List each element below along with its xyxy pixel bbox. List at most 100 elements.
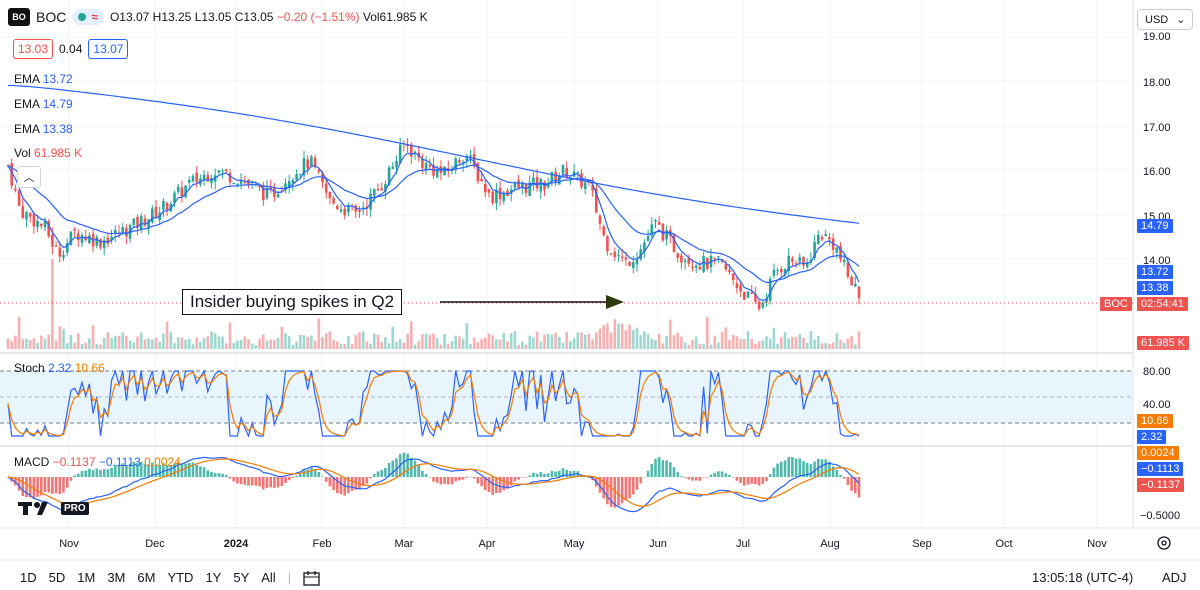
volume-price-label: 61.985 K xyxy=(1137,336,1190,350)
price-axis-label: 17.00 xyxy=(1143,122,1171,134)
macd-legend[interactable]: MACD −0.1137 −0.1113 0.0024 xyxy=(14,455,181,469)
time-axis-label: Dec xyxy=(145,538,165,550)
chart-header: BO BOC ≈ O13.07 H13.25 L13.05 C13.05 −0.… xyxy=(8,8,428,26)
stoch-k-price-label: 2.32 xyxy=(1137,430,1167,444)
collapse-legend-button[interactable]: ︿ xyxy=(17,166,41,188)
macd-signal-price-label: −0.1113 xyxy=(1137,462,1184,476)
stoch-axis-label: 80.00 xyxy=(1143,366,1171,378)
timeframe-5y[interactable]: 5Y xyxy=(233,570,250,585)
ema-value: 14.79 xyxy=(42,97,73,111)
timeframe-6m[interactable]: 6M xyxy=(137,570,156,585)
low-value: L13.05 xyxy=(194,10,232,24)
time-axis-label: Jul xyxy=(736,538,750,550)
clock[interactable]: 13:05:18 (UTC-4) xyxy=(1032,570,1134,585)
macd-hist-price-label: 0.0024 xyxy=(1137,446,1179,460)
vol-value: 61.985 K xyxy=(34,146,83,160)
toolbar-separator: | xyxy=(287,570,292,585)
stoch-d-line xyxy=(7,370,860,437)
time-axis-label: Feb xyxy=(313,538,332,550)
macd-label: MACD xyxy=(14,455,50,469)
time-axis-label: 2024 xyxy=(224,538,249,550)
time-axis-label: Aug xyxy=(820,538,840,550)
timeframe-all[interactable]: All xyxy=(261,570,276,585)
macd-line xyxy=(7,456,860,513)
timeframe-1m[interactable]: 1M xyxy=(77,570,96,585)
ema-mid-price-label: 13.72 xyxy=(1137,265,1173,279)
macd-line-price-label: −0.1137 xyxy=(1137,478,1185,492)
macd-value: −0.1137 xyxy=(52,455,96,469)
tv-logo-icon xyxy=(18,502,48,515)
ema-value: 13.72 xyxy=(42,72,73,86)
stoch-k-value: 2.32 xyxy=(48,361,72,375)
ema-short-price-label: 13.38 xyxy=(1137,281,1173,295)
open-value: O13.07 xyxy=(109,10,150,24)
symbol-name[interactable]: BOC xyxy=(36,9,67,25)
time-axis-label: May xyxy=(564,538,585,550)
ema-value: 13.38 xyxy=(42,122,73,136)
gear-icon[interactable] xyxy=(1157,536,1171,550)
price-axis-label: 18.00 xyxy=(1143,77,1171,89)
stoch-label: Stoch xyxy=(14,361,45,375)
timeframe-1y[interactable]: 1Y xyxy=(205,570,222,585)
price-axis-label: 14.00 xyxy=(1143,255,1171,267)
ema-legend-2[interactable]: EMA 14.79 xyxy=(14,97,73,111)
ema-label: EMA xyxy=(14,97,40,111)
timeframe-bar: 1D 5D 1M 3M 6M YTD 1Y 5Y All | xyxy=(20,570,321,589)
macd-signal-line xyxy=(7,458,860,507)
time-axis-label: Nov xyxy=(1087,538,1107,550)
grid-lines xyxy=(0,0,1133,528)
tradingview-logo[interactable]: PRO xyxy=(18,500,89,516)
close-value: C13.05 xyxy=(234,10,274,24)
ema-long-price-label: 14.79 xyxy=(1137,219,1173,233)
ema-label: EMA xyxy=(14,122,40,136)
calendar-icon[interactable] xyxy=(303,570,321,589)
timeframe-ytd[interactable]: YTD xyxy=(167,570,194,585)
wave-icon: ≈ xyxy=(91,10,98,24)
stoch-axis-label: 40.00 xyxy=(1143,399,1171,411)
timeframe-3m[interactable]: 3M xyxy=(107,570,126,585)
ema-legend-3[interactable]: EMA 13.38 xyxy=(14,122,73,136)
macd-histogram xyxy=(6,452,861,508)
vol-label: Vol xyxy=(14,146,31,160)
volume-bars xyxy=(6,259,861,349)
stoch-k-line xyxy=(7,369,860,438)
timeframe-1d[interactable]: 1D xyxy=(20,570,37,585)
volume-value: Vol61.985 K xyxy=(362,10,428,24)
bar-countdown: 02:54:41 xyxy=(1137,297,1188,311)
timeframe-5d[interactable]: 5D xyxy=(48,570,66,585)
ema-short-line xyxy=(7,152,860,301)
macd-hist-value: 0.0024 xyxy=(144,455,181,469)
bid-ask: 13.03 0.04 13.07 xyxy=(13,39,129,59)
market-open-icon xyxy=(78,13,87,21)
chevron-down-icon: ⌄ xyxy=(1176,14,1186,26)
time-axis-label: Nov xyxy=(59,538,79,550)
market-status-toggle[interactable]: ≈ xyxy=(72,9,104,25)
ema-mid-line xyxy=(7,164,860,284)
vol-legend[interactable]: Vol 61.985 K xyxy=(14,146,82,160)
stoch-legend[interactable]: Stoch 2.32 10.66 xyxy=(14,361,105,375)
annotation-callout[interactable]: Insider buying spikes in Q2 xyxy=(182,289,403,315)
pro-badge: PRO xyxy=(61,501,89,515)
macd-signal-value: −0.1113 xyxy=(98,455,141,469)
ask-button[interactable]: 13.07 xyxy=(88,39,129,59)
stoch-d-price-label: 10.66 xyxy=(1137,414,1173,428)
macd-axis-label: −0.5000 xyxy=(1140,510,1180,522)
time-axis-label: Apr xyxy=(478,538,495,550)
currency-select[interactable]: USD ⌄ xyxy=(1137,9,1194,30)
ema-legend-1[interactable]: EMA 13.72 xyxy=(14,72,73,86)
time-axis-label: Sep xyxy=(912,538,932,550)
ohlc-values: O13.07 H13.25 L13.05 C13.05 −0.20 (−1.51… xyxy=(110,10,428,24)
stoch-d-value: 10.66 xyxy=(74,361,105,375)
bid-button[interactable]: 13.03 xyxy=(13,39,54,59)
candlesticks[interactable] xyxy=(6,137,861,312)
price-axis-label: 19.00 xyxy=(1143,31,1171,43)
symbol-logo: BO xyxy=(8,8,30,26)
currency-label: USD xyxy=(1145,13,1169,26)
change-value: −0.20 (−1.51%) xyxy=(276,10,360,24)
time-axis-label: Mar xyxy=(395,538,414,550)
adj-toggle[interactable]: ADJ xyxy=(1162,570,1187,585)
ema-label: EMA xyxy=(14,72,40,86)
time-axis-label: Jun xyxy=(649,538,667,550)
price-axis-label: 16.00 xyxy=(1143,166,1171,178)
